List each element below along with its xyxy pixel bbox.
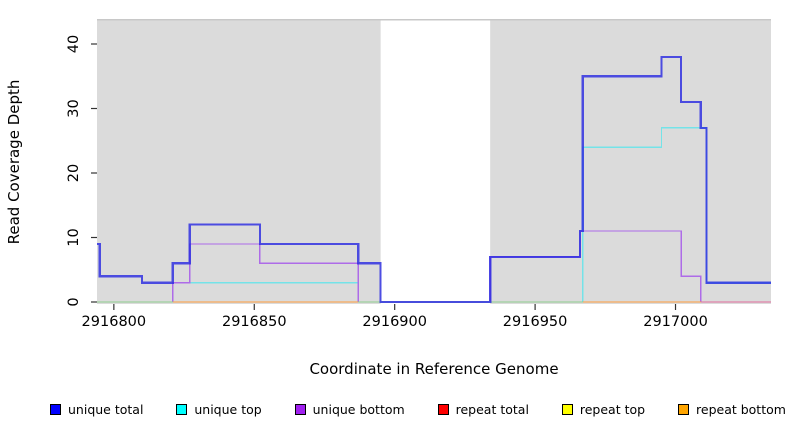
series-unique-total bbox=[97, 55, 771, 304]
y-axis-tick-label: 40 bbox=[66, 35, 82, 53]
chart-canvas: 2916800 2916850 2916900 2916950 2917000 0 10 20… bbox=[5, 19, 771, 378]
legend-label: repeat total bbox=[455, 401, 529, 417]
legend-label: repeat bottom bbox=[696, 401, 786, 417]
x-axis-tick-label: 2916900 bbox=[362, 314, 427, 330]
y-axis-title: Read Coverage Depth bbox=[5, 80, 23, 245]
y-axis-tick-label: 30 bbox=[66, 99, 82, 117]
plot-background-left bbox=[97, 19, 381, 304]
x-axis-tick-label: 2916850 bbox=[222, 314, 287, 330]
legend-item-unique-top: unique top bbox=[176, 401, 262, 417]
legend-label: unique total bbox=[68, 401, 144, 417]
legend-item-repeat-bottom: repeat bottom bbox=[678, 402, 786, 417]
legend-label: unique bottom bbox=[312, 401, 405, 417]
x-axis-tick-label: 2916950 bbox=[503, 314, 568, 330]
legend-swatch bbox=[294, 403, 306, 415]
legend-label: repeat top bbox=[579, 401, 646, 417]
legend-swatch bbox=[437, 403, 449, 415]
legend-item-unique-bottom: unique bottom bbox=[294, 401, 405, 417]
legend-swatch bbox=[561, 403, 573, 415]
y-axis-tick-label: 20 bbox=[66, 164, 82, 182]
legend-item-unique-total: unique total bbox=[50, 402, 143, 417]
legend-item-repeat-total: repeat total bbox=[437, 401, 529, 417]
x-axis-tick-label: 2917000 bbox=[643, 314, 708, 330]
legend-swatch bbox=[176, 403, 188, 415]
legend-swatch bbox=[678, 403, 690, 415]
legend: unique total unique top unique bottom repea… bbox=[50, 398, 786, 420]
legend-label: unique top bbox=[194, 401, 262, 417]
y-axis-tick-label: 10 bbox=[66, 228, 82, 246]
x-axis-title: Coordinate in Reference Genome bbox=[309, 360, 558, 378]
legend-item-repeat-top: repeat top bbox=[561, 401, 646, 417]
legend-swatch bbox=[50, 403, 61, 415]
x-axis-tick-label: 2916800 bbox=[82, 314, 147, 330]
y-axis-tick-label: 0 bbox=[66, 297, 82, 306]
plot-background-right bbox=[490, 19, 771, 304]
